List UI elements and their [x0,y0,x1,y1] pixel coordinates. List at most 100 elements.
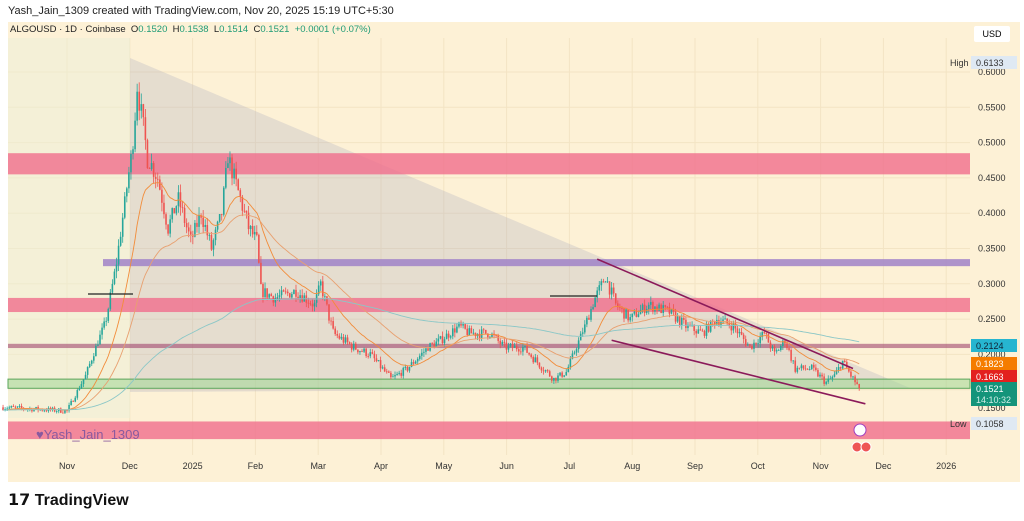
candle-body [441,336,444,344]
candle-body [344,337,347,343]
candle-body [775,350,778,352]
candle-body [208,235,211,236]
heart-icon: ♥ [36,427,44,442]
candle-body [647,304,650,310]
candle-body [93,356,95,361]
candle-body [383,367,386,372]
wedge-upper-line [596,258,854,370]
candle-body [295,289,297,297]
candle-body [534,357,537,363]
candle-body [798,367,801,369]
candle-body [817,370,819,377]
candle-body [126,188,128,197]
candle-body [286,291,289,294]
symbol-legend: ALGOUSD · 1D · Coinbase O0.1520 H0.1538 … [10,24,371,35]
ema-a-price-label-bg [971,357,1017,370]
candle-body [187,227,190,232]
candle-body [629,317,631,321]
candle-body [852,376,854,378]
high-label: H [172,24,180,35]
candle-body [833,374,836,377]
tradingview-logo[interactable]: 𝟭𝟳 TradingView [8,490,129,510]
candle-body [458,322,460,327]
candle-body [495,335,497,336]
candle-body [456,326,458,333]
candle-body [119,236,122,246]
candle-body [542,370,545,372]
candle-body [668,307,671,314]
candle-body [431,343,433,344]
candle-body [363,348,365,352]
candle-body [268,294,270,298]
y-tick-label: 0.1500 [978,403,1006,413]
candle-body [555,377,557,381]
candle-body [12,406,15,407]
candle-body [447,333,450,338]
candles [2,82,860,414]
candle-body [396,373,398,376]
candle-body [435,341,438,348]
candle-body [484,329,487,334]
candle-body [703,330,706,336]
candle-body [156,178,159,180]
x-tick-label: Dec [875,461,892,471]
candle-body [676,316,679,322]
last-price-label: 0.1521 [976,384,1004,394]
candle-body [433,343,436,348]
candle-body [404,366,407,368]
candle-body [317,285,320,295]
candle-body [800,365,803,369]
candle-body [74,397,77,402]
candle-body [672,308,675,312]
author-watermark: ♥Yash_Jain_1309 [36,427,140,442]
candle-body [468,328,471,336]
zone-pink [8,153,970,175]
candle-body [167,224,169,234]
candle-body [854,376,856,383]
ema-b-price-label-bg [971,370,1017,383]
candle-body [237,179,240,191]
candle-body [695,330,698,334]
candle-body [827,378,830,382]
x-tick-label: Apr [374,461,388,471]
chart-pane[interactable] [8,22,1020,482]
zone-mauve [8,343,970,349]
candle-body [546,370,549,372]
candle-body [334,328,336,335]
candle-body [581,332,584,334]
candle-body [517,349,520,352]
candle-body [771,346,774,349]
candle-body [835,370,838,375]
candle-body [101,327,103,335]
candle-body [439,336,442,339]
candle-body [823,376,825,384]
x-tick-label: Feb [248,461,264,471]
x-tick-label: Sep [687,461,703,471]
candle-body [848,367,850,372]
candle-body [394,375,396,377]
candle-body [584,324,586,333]
candle-body [289,293,291,298]
tv-logo-icon: 𝟭𝟳 [8,492,35,509]
candle-body [222,187,225,215]
candle-body [687,324,689,329]
candle-body [744,339,747,346]
currency-button[interactable]: USD [974,26,1010,42]
candle-body [264,288,266,298]
y-tick-label: 0.6000 [978,67,1006,77]
candle-body [204,225,207,227]
candle-body [408,366,411,371]
candle-body [35,406,37,409]
candle-body [375,358,378,362]
candle-body [111,283,114,293]
candle-body [652,302,654,312]
low-label: L [213,24,220,35]
candle-body [792,360,794,362]
x-tick-label: Nov [813,461,830,471]
candle-body [152,163,155,177]
ma-price-label: 0.2124 [976,341,1004,351]
candle-body [579,333,582,341]
candle-body [68,405,70,411]
candle-body [291,294,293,298]
